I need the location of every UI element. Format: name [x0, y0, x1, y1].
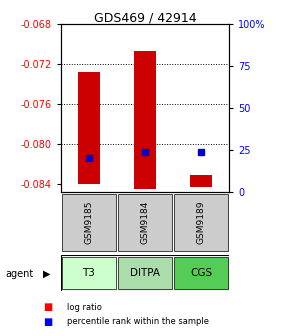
- Text: DITPA: DITPA: [130, 268, 160, 278]
- Bar: [62, 257, 116, 289]
- Text: GSM9184: GSM9184: [140, 201, 150, 244]
- Text: ■: ■: [44, 302, 53, 312]
- Bar: [118, 194, 172, 251]
- Bar: [118, 257, 172, 289]
- Bar: [174, 194, 228, 251]
- Text: log ratio: log ratio: [67, 303, 102, 312]
- Bar: [78, 72, 100, 183]
- Bar: [62, 194, 116, 251]
- Text: GSM9189: GSM9189: [197, 201, 206, 244]
- Text: CGS: CGS: [190, 268, 212, 278]
- Bar: [174, 257, 228, 289]
- Text: GDS469 / 42914: GDS469 / 42914: [94, 12, 196, 25]
- Text: GSM9185: GSM9185: [84, 201, 93, 244]
- Bar: [190, 174, 212, 186]
- Text: ▶: ▶: [43, 269, 51, 279]
- Bar: [134, 50, 156, 188]
- Text: ■: ■: [44, 317, 53, 327]
- Text: T3: T3: [82, 268, 95, 278]
- Text: percentile rank within the sample: percentile rank within the sample: [67, 318, 209, 326]
- Text: agent: agent: [6, 269, 34, 279]
